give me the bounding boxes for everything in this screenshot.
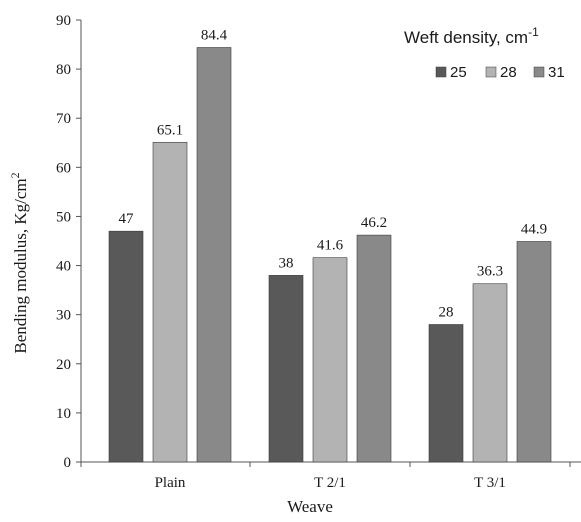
- legend-label-25: 25: [450, 64, 467, 81]
- bars: [108, 47, 552, 463]
- x-category-label: T 3/1: [474, 475, 506, 491]
- data-label: 46.2: [361, 215, 387, 231]
- legend-swatch-25: [435, 66, 447, 78]
- bar-25-1: [108, 230, 144, 463]
- legend: Weft density, cm-1 25 28 31: [404, 25, 565, 81]
- legend-label-28: 28: [500, 64, 517, 81]
- data-label: 44.9: [521, 221, 547, 237]
- y-tick-label: 10: [56, 406, 71, 422]
- y-axis: 0 10 20 30 40 50 60 70 80 90: [56, 13, 82, 471]
- x-category-label: Plain: [155, 475, 186, 491]
- x-axis-title: Weave: [287, 497, 333, 516]
- bar-31-3: [516, 241, 552, 463]
- x-axis: Plain T 2/1 T 3/1: [80, 461, 581, 491]
- x-category-label: T 2/1: [314, 475, 346, 491]
- legend-swatch-31: [533, 66, 545, 78]
- y-tick-label: 80: [56, 62, 71, 78]
- legend-swatch-28: [485, 66, 497, 78]
- bar-31-1: [196, 47, 232, 463]
- y-tick-label: 70: [56, 111, 71, 127]
- bar-31-2: [356, 234, 392, 463]
- data-label: 84.4: [201, 28, 228, 44]
- bar-28-3: [472, 283, 508, 463]
- data-labels: 47 65.1 84.4 38 41.6 46.2 28 36.3 44.9: [119, 28, 548, 321]
- y-tick-label: 0: [64, 455, 72, 471]
- bar-25-2: [268, 275, 304, 463]
- legend-items: 25 28 31: [435, 64, 565, 81]
- bar-28-2: [312, 257, 348, 463]
- y-tick-label: 50: [56, 209, 71, 225]
- data-label: 28: [439, 304, 454, 320]
- bar-28-1: [152, 141, 188, 463]
- data-label: 65.1: [157, 122, 183, 138]
- y-tick-label: 20: [56, 357, 71, 373]
- data-label: 47: [119, 211, 135, 227]
- y-tick-label: 30: [56, 308, 71, 324]
- data-label: 36.3: [477, 264, 503, 280]
- data-label: 38: [279, 255, 294, 271]
- legend-title: Weft density, cm-1: [404, 25, 539, 47]
- data-label: 41.6: [317, 238, 344, 254]
- legend-label-31: 31: [548, 64, 565, 81]
- y-tick-label: 90: [56, 13, 71, 29]
- y-tick-label: 40: [56, 259, 71, 275]
- y-axis-title: Bending modulus, Kg/cm2: [8, 172, 30, 353]
- y-tick-label: 60: [56, 160, 71, 176]
- bar-25-3: [428, 324, 464, 463]
